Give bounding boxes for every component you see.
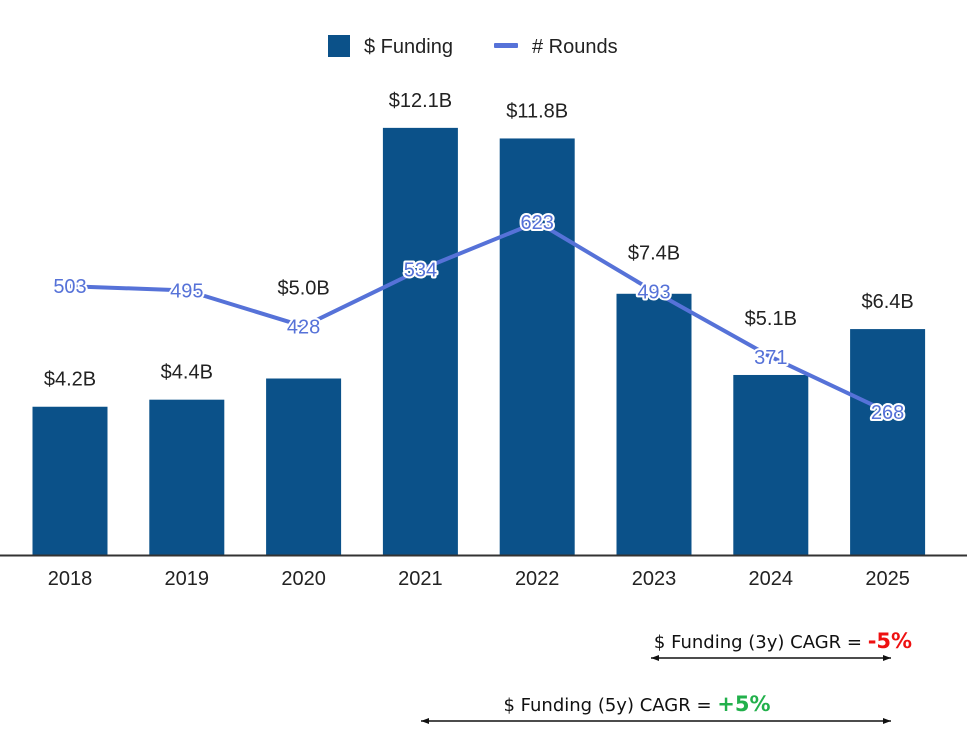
bar-2023	[616, 293, 692, 555]
rounds-label-2019: 495	[170, 280, 203, 302]
rounds-label-2024: 371	[754, 347, 787, 369]
x-tick-2025: 2025	[865, 568, 910, 590]
rounds-label-2018: 503	[53, 276, 86, 298]
cagr-5y-value: +5%	[717, 692, 770, 716]
bar-2021	[382, 127, 458, 556]
x-tick-2019: 2019	[165, 568, 210, 590]
x-tick-2018: 2018	[48, 568, 93, 590]
bar-label-2020: $5.0B	[277, 277, 329, 299]
cagr-3y-value: -5%	[868, 629, 912, 653]
x-tick-2022: 2022	[515, 568, 560, 590]
rounds-label-2023: 493	[637, 282, 670, 304]
bar-label-2024: $5.1B	[745, 308, 797, 330]
bar-2022	[499, 138, 575, 555]
bar-label-2018: $4.2B	[44, 369, 96, 391]
bar-label-2021: $12.1B	[389, 90, 452, 112]
rounds-line	[69, 220, 889, 414]
x-tick-2023: 2023	[632, 568, 677, 590]
rounds-label-2021: 534	[404, 260, 437, 282]
legend-label-rounds: # Rounds	[532, 36, 618, 58]
legend-label-funding: $ Funding	[364, 36, 453, 58]
bar-2018	[32, 406, 108, 555]
legend-swatch-rounds	[494, 43, 518, 48]
legend: $ Funding # Rounds	[328, 35, 618, 58]
cagr-3y-label: $ Funding (3y) CAGR = -5%	[654, 629, 912, 653]
bar-2024	[733, 374, 809, 555]
bar-2019	[149, 399, 225, 555]
cagr-5y-label: $ Funding (5y) CAGR = +5%	[503, 692, 770, 716]
rounds-label-2025: 268	[871, 402, 904, 424]
bar-label-2025: $6.4B	[861, 291, 913, 313]
bar-label-2023: $7.4B	[628, 243, 680, 265]
x-tick-2024: 2024	[749, 568, 794, 590]
legend-swatch-funding	[328, 35, 350, 57]
bar-2025	[850, 329, 926, 555]
bar-label-2022: $11.8B	[506, 100, 568, 122]
rounds-label-2020: 428	[287, 316, 320, 338]
x-tick-2020: 2020	[281, 568, 326, 590]
bar-2020	[266, 378, 342, 555]
x-tick-2021: 2021	[398, 568, 443, 590]
bar-label-2019: $4.4B	[161, 362, 213, 384]
rounds-label-2022: 623	[521, 212, 554, 234]
